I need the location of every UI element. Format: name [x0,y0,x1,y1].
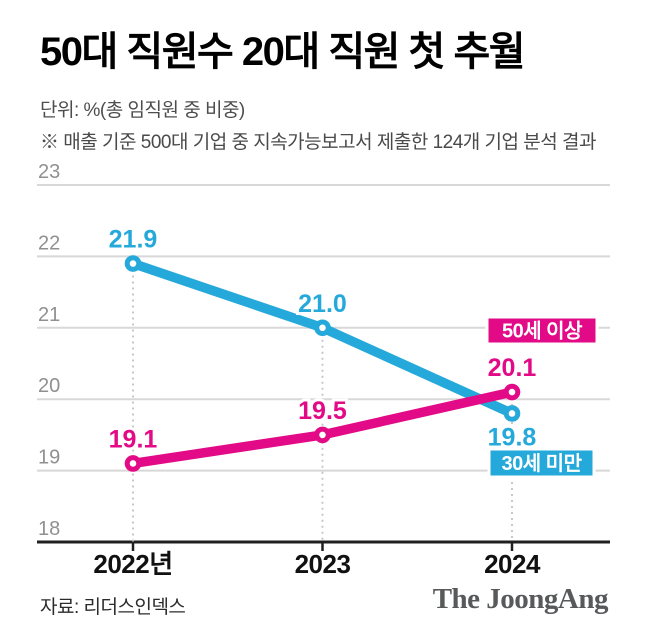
data-point-marker-over-50 [124,455,142,472]
unit-note: 단위: %(총 임직원 중 비중) [40,100,245,121]
value-label-over-50: 19.5 [298,397,347,425]
data-point-marker-over-50 [314,426,331,444]
series-badge-label-under-30: 30세 미만 [501,452,582,475]
value-label-over-50: 19.1 [109,425,158,453]
value-label-under-30: 19.8 [488,423,537,451]
x-tick-label: 2022년 [93,549,172,579]
joongang-logo: The JoongAng [432,583,609,615]
y-tick-label-22: 22 [38,232,60,254]
y-tick-label-20: 20 [38,375,60,397]
value-label-under-30: 21.0 [298,290,347,318]
x-tick-label: 2024 [484,549,541,579]
series-badge-under-30 [487,447,596,479]
series-badge-label-over-50: 50세 이상 [502,320,583,343]
y-tick-label-23: 23 [38,161,60,183]
chart-title: 50대 직원수 20대 직원 첫 추월 [40,30,526,74]
x-tick-label: 2023 [295,549,351,579]
y-tick-label-18: 18 [38,518,60,540]
y-tick-label-19: 19 [38,447,60,469]
series-badge-over-50 [485,315,599,346]
source-credit: 자료: 리더스인덱스 [40,597,186,618]
method-note: ※ 매출 기준 500대 기업 중 지속가능보고서 제출한 124개 기업 분석… [40,132,596,153]
y-tick-label-21: 21 [38,304,60,326]
data-point-marker-under-30 [124,255,142,272]
value-label-over-50: 20.1 [488,354,537,382]
data-point-marker-under-30 [503,405,521,422]
series-line-under-30 [128,258,517,419]
data-point-marker-under-30 [314,319,331,337]
value-label-under-30: 21.9 [109,226,158,254]
data-point-marker-over-50 [503,383,521,401]
